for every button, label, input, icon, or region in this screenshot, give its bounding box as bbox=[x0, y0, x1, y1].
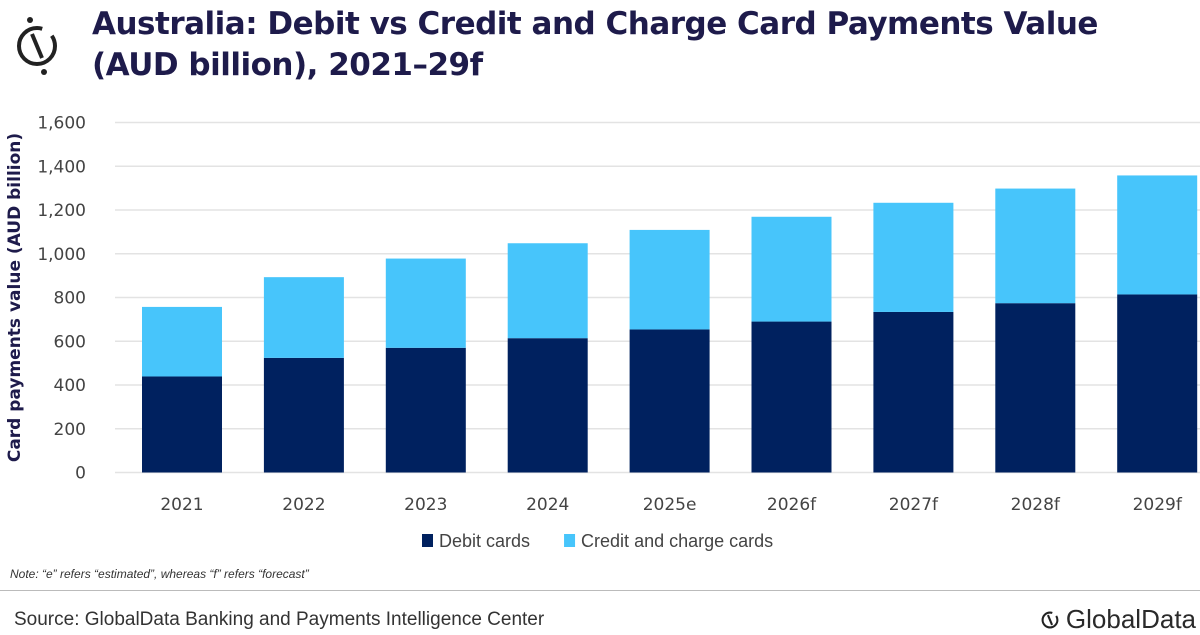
y-tick-label: 1,400 bbox=[37, 157, 86, 177]
legend-label: Credit and charge cards bbox=[581, 531, 773, 551]
y-tick-label: 200 bbox=[54, 420, 86, 440]
chart-title: Australia: Debit vs Credit and Charge Ca… bbox=[92, 4, 1098, 86]
bar-credit-and-charge-cards-2029f bbox=[1117, 175, 1198, 295]
y-tick-label: 800 bbox=[54, 289, 86, 309]
bar-credit-and-charge-cards-2027f bbox=[873, 202, 954, 312]
x-tick-label: 2027f bbox=[889, 495, 939, 515]
title-line-2: (AUD billion), 2021–29f bbox=[92, 47, 483, 83]
y-tick-label: 1,600 bbox=[37, 114, 86, 134]
brand-logo: GlobalData bbox=[1038, 604, 1196, 635]
bar-credit-and-charge-cards-2022 bbox=[263, 277, 344, 358]
bar-credit-and-charge-cards-2024 bbox=[507, 243, 588, 339]
x-tick-label: 2029f bbox=[1133, 495, 1183, 515]
bar-debit-cards-2023 bbox=[385, 347, 466, 473]
stacked-bar-chart: 0 200 400 600 800 1,000 1,200 1,400 1,600 Card pa… bbox=[5, 114, 1200, 551]
legend-swatch bbox=[422, 534, 433, 547]
bar-debit-cards-2029f bbox=[1117, 294, 1198, 473]
bar-credit-and-charge-cards-2021 bbox=[142, 306, 222, 377]
x-tick-label: 2023 bbox=[404, 495, 447, 515]
legend-swatch bbox=[564, 534, 576, 547]
x-tick-label: 2026f bbox=[767, 495, 817, 515]
bar-debit-cards-2027f bbox=[873, 311, 954, 473]
bar-credit-and-charge-cards-2023 bbox=[385, 258, 466, 348]
y-tick-label: 1,000 bbox=[37, 245, 86, 265]
y-tick-label: 400 bbox=[54, 376, 86, 396]
x-tick-label: 2021 bbox=[160, 495, 203, 515]
bar-credit-and-charge-cards-2025e bbox=[629, 229, 710, 330]
bar-credit-and-charge-cards-2028f bbox=[995, 188, 1076, 304]
x-tick-label: 2025e bbox=[643, 495, 697, 515]
legend-label: Debit cards bbox=[439, 531, 530, 551]
globaldata-logo-icon bbox=[17, 17, 57, 75]
y-axis-title: Card payments value (AUD billion) bbox=[5, 133, 25, 462]
globaldata-logo-icon bbox=[1041, 611, 1059, 628]
brand-name: GlobalData bbox=[1065, 604, 1196, 634]
bar-debit-cards-2025e bbox=[629, 329, 710, 473]
y-tick-label: 0 bbox=[75, 464, 86, 484]
bar-debit-cards-2028f bbox=[995, 303, 1076, 473]
bar-debit-cards-2024 bbox=[507, 338, 588, 473]
x-tick-label: 2024 bbox=[526, 495, 569, 515]
bar-debit-cards-2022 bbox=[263, 357, 344, 473]
bar-debit-cards-2026f bbox=[751, 321, 832, 473]
bar-debit-cards-2021 bbox=[142, 376, 222, 473]
y-tick-label: 1,200 bbox=[37, 201, 86, 221]
divider bbox=[0, 590, 1200, 591]
x-tick-label: 2028f bbox=[1011, 495, 1061, 515]
bar-credit-and-charge-cards-2026f bbox=[751, 216, 832, 322]
y-tick-label: 600 bbox=[54, 332, 86, 352]
x-tick-label: 2022 bbox=[282, 495, 325, 515]
source-text: Source: GlobalData Banking and Payments … bbox=[14, 609, 545, 630]
chart-note: Note: “e” refers “estimated”, whereas “f… bbox=[10, 567, 309, 581]
title-line-1: Australia: Debit vs Credit and Charge Ca… bbox=[92, 6, 1098, 42]
